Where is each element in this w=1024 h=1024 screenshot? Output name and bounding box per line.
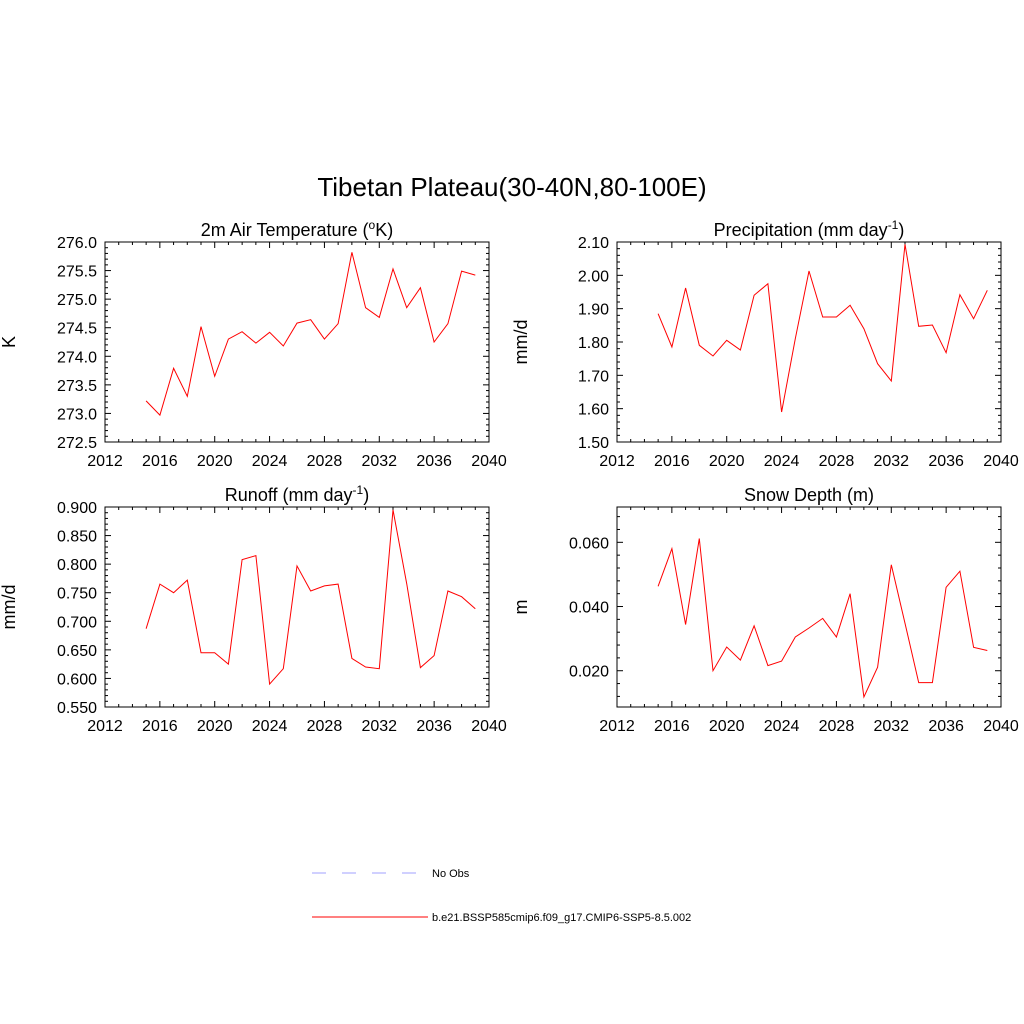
panel-title: 2m Air Temperature (oK)	[201, 218, 393, 240]
series-line	[145, 509, 476, 686]
x-tick-label: 2040	[983, 453, 1019, 470]
x-tick-label: 2032	[361, 718, 397, 735]
y-tick-label: 0.650	[57, 643, 97, 660]
y-tick-label: 0.060	[569, 535, 609, 552]
x-tick-label: 2036	[416, 718, 452, 735]
y-tick-label: 274.5	[57, 321, 97, 338]
y-axis-label: m	[511, 600, 531, 615]
x-tick-label: 2040	[471, 453, 507, 470]
x-tick-label: 2012	[599, 453, 635, 470]
x-tick-label: 2028	[307, 453, 343, 470]
panel-2: Precipitation (mm day-1) mm/d 2012 2016 2020…	[511, 218, 1019, 470]
x-tick-label: 2016	[142, 718, 178, 735]
x-tick-label: 2024	[764, 718, 800, 735]
x-tick-label: 2028	[819, 453, 855, 470]
legend-label-obs: No Obs	[432, 868, 470, 880]
x-tick-label: 2040	[471, 718, 507, 735]
x-tick-label: 2020	[709, 718, 745, 735]
y-tick-label: 273.5	[57, 378, 97, 395]
panel-title: Runoff (mm day-1)	[225, 483, 369, 505]
x-tick-label: 2016	[142, 453, 178, 470]
x-tick-label: 2024	[252, 718, 288, 735]
x-tick-label: 2032	[361, 453, 397, 470]
x-tick-label: 2028	[307, 718, 343, 735]
x-tick-label: 2040	[983, 718, 1019, 735]
x-tick-label: 2012	[87, 453, 123, 470]
y-axis-label: mm/d	[511, 320, 531, 365]
series-line	[657, 244, 988, 413]
y-tick-label: 2.00	[578, 268, 609, 285]
x-tick-label: 2020	[709, 453, 745, 470]
x-tick-label: 2016	[654, 453, 690, 470]
y-tick-label: 0.600	[57, 671, 97, 688]
y-tick-label: 275.0	[57, 292, 97, 309]
x-tick-label: 2032	[873, 718, 909, 735]
legend-label-model: b.e21.BSSP585cmip6.f09_g17.CMIP6-SSP5-8.…	[432, 912, 691, 924]
x-tick-label: 2036	[416, 453, 452, 470]
y-tick-label: 1.80	[578, 335, 609, 352]
series-line	[145, 252, 476, 417]
y-tick-label: 0.850	[57, 529, 97, 546]
x-tick-label: 2036	[928, 718, 964, 735]
x-tick-label: 2012	[599, 718, 635, 735]
y-tick-label: 0.550	[57, 700, 97, 717]
panel-1: 2m Air Temperature (oK) K 2012 2016 2020 2024…	[0, 218, 507, 470]
y-tick-label: 0.800	[57, 557, 97, 574]
y-tick-label: 276.0	[57, 235, 97, 252]
x-tick-label: 2012	[87, 718, 123, 735]
panels: 2m Air Temperature (oK) K 2012 2016 2020 2024…	[0, 218, 1019, 735]
series-line	[657, 538, 988, 699]
y-axis-label: mm/d	[0, 585, 19, 630]
y-tick-label: 0.700	[57, 614, 97, 631]
x-tick-label: 2024	[252, 453, 288, 470]
y-tick-label: 272.5	[57, 435, 97, 452]
y-tick-label: 2.10	[578, 235, 609, 252]
x-tick-label: 2020	[197, 718, 233, 735]
y-tick-label: 273.0	[57, 406, 97, 423]
y-tick-label: 0.750	[57, 586, 97, 603]
legend: No Obs b.e21.BSSP585cmip6.f09_g17.CMIP6-…	[312, 868, 691, 924]
x-tick-label: 2028	[819, 718, 855, 735]
y-tick-label: 275.5	[57, 264, 97, 281]
panel-title: Snow Depth (m)	[744, 485, 874, 505]
figure-title: Tibetan Plateau(30-40N,80-100E)	[317, 172, 706, 202]
x-tick-label: 2036	[928, 453, 964, 470]
y-tick-label: 1.90	[578, 302, 609, 319]
panel-4: Snow Depth (m) m 2012 2016 2020 2024 2028 2032 2…	[511, 485, 1019, 735]
x-tick-label: 2016	[654, 718, 690, 735]
x-tick-label: 2020	[197, 453, 233, 470]
y-tick-label: 0.040	[569, 600, 609, 617]
y-tick-label: 0.900	[57, 500, 97, 517]
y-tick-label: 0.020	[569, 664, 609, 681]
y-tick-label: 1.50	[578, 435, 609, 452]
panel-title: Precipitation (mm day-1)	[714, 218, 905, 240]
y-tick-label: 1.60	[578, 402, 609, 419]
x-tick-label: 2032	[873, 453, 909, 470]
y-tick-label: 1.70	[578, 368, 609, 385]
x-tick-label: 2024	[764, 453, 800, 470]
y-axis-label: K	[0, 336, 19, 348]
panel-3: Runoff (mm day-1) mm/d 2012 2016 2020 2024 202…	[0, 483, 507, 735]
y-tick-label: 274.0	[57, 349, 97, 366]
